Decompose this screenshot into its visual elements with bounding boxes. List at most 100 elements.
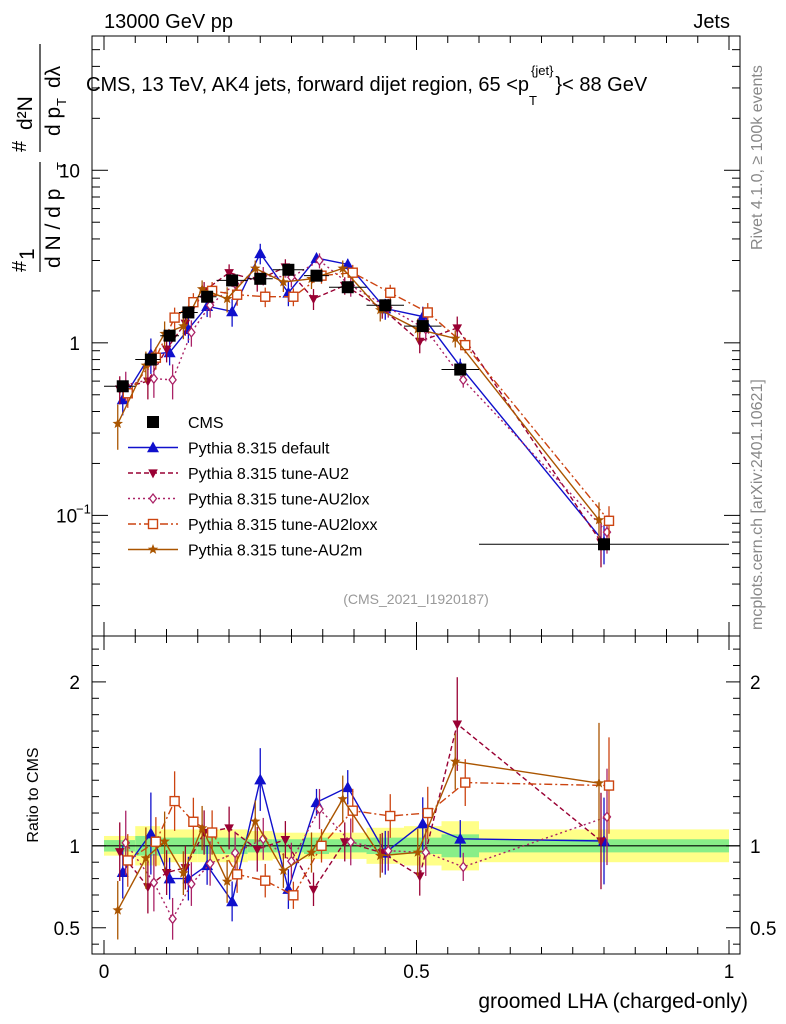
ratio-tick-label-right: 0.5 (750, 919, 776, 940)
cms-data-point (226, 274, 239, 287)
legend-entry-1-label: Pythia 8.315 default (188, 441, 330, 458)
pythia-8-315-tune-au2lox-ratio-point (458, 861, 468, 873)
svg-text:1: 1 (16, 248, 39, 260)
pythia-8-315-tune-au2m-point (178, 320, 189, 331)
pythia-8-315-tune-au2loxx-ratio-point (188, 816, 199, 827)
rivet-version-label: Rivet 4.1.0, ≥ 100k events (749, 65, 766, 250)
pythia-8-315-default-point (226, 305, 239, 317)
svg-text:d p: d p (42, 107, 65, 136)
pythia-8-315-tune-au2-point (308, 295, 319, 305)
pythia-8-315-tune-au2loxx-ratio-point (231, 869, 243, 880)
pythia-8-315-tune-au2m-ratio-point (306, 847, 317, 857)
pythia-8-315-default-ratio-point (144, 827, 157, 839)
svg-text:d N / d p: d N / d p (42, 189, 65, 268)
pythia-8-315-tune-au2lox-ratio-point (346, 836, 356, 848)
chart-legend: CMS Pythia 8.315 default Pythia 8.315 tune… (128, 415, 377, 560)
pythia-8-315-default-ratio-point (416, 817, 429, 829)
svg-text:T: T (54, 162, 69, 170)
legend-entry-0-label: CMS (188, 415, 224, 432)
pythia-8-315-tune-au2m-ratio-point (450, 756, 461, 766)
legend-entry-3-label: Pythia 8.315 tune-AU2lox (188, 492, 369, 509)
pythia-8-315-tune-au2loxx-point (260, 291, 271, 302)
pythia-8-315-tune-au2m-ratio-point (337, 793, 348, 804)
cms-data-point (201, 290, 214, 303)
pythia-8-315-tune-au2m-ratio-line (117, 760, 600, 911)
pythia-8-315-tune-au2m-point (196, 283, 208, 294)
pythia-8-315-tune-au2loxx-point (422, 307, 433, 318)
pythia-8-315-tune-au2m-ratio-point (196, 822, 208, 833)
y-tick-label-exponent: −1 (76, 501, 91, 516)
pythia-8-315-tune-au2loxx-point (460, 339, 471, 351)
pythia-8-315-tune-au2-point (224, 269, 234, 279)
pythia-8-315-tune-au2m-ratio-point (250, 815, 261, 826)
pythia-8-315-tune-au2lox-point (149, 373, 159, 385)
pythia-8-315-tune-au2loxx-ratio-point (288, 890, 299, 901)
pythia-8-315-tune-au2m-ratio-point (178, 867, 189, 878)
pythia-8-315-tune-au2m-ratio-point (593, 777, 605, 788)
y-tick-label: 10 (56, 506, 77, 527)
y-tick-label: 1 (69, 334, 80, 355)
ratio-tick-label-left: 0.5 (54, 919, 80, 940)
ratio-tick-label-left: 1 (69, 837, 80, 858)
mcplots-reference-label: mcplots.cern.ch [arXiv:2401.10621] (749, 379, 766, 630)
x-tick-label: 1 (724, 962, 735, 983)
pythia-8-315-tune-au2-point (452, 324, 463, 334)
legend-entry-2-label: Pythia 8.315 tune-AU2 (188, 466, 349, 483)
pythia-8-315-tune-au2loxx-point (288, 291, 299, 302)
pythia-8-315-tune-au2m-ratio-point (278, 865, 289, 875)
pythia-8-315-tune-au2m-ratio-point (412, 846, 423, 857)
legend-entry-1-marker (147, 441, 159, 453)
pythia-8-315-tune-au2loxx-ratio-point (169, 795, 180, 807)
pythia-8-315-tune-au2-ratio-point (452, 720, 463, 730)
cms-data-point (144, 353, 157, 366)
x-axis-label: groomed LHA (charged-only) (478, 990, 748, 1013)
legend-entry-4-label: Pythia 8.315 tune-AU2loxx (188, 517, 377, 534)
pythia-8-315-tune-au2m-point (250, 262, 261, 273)
analysis-id-label: (CMS_2021_I1920187) (343, 591, 489, 607)
legend-entry-2-marker (148, 469, 158, 479)
pythia-8-315-tune-au2lox-point (458, 374, 468, 386)
pythia-8-315-default-ratio-point (341, 781, 354, 793)
pythia-8-315-tune-au2loxx-point (603, 515, 615, 527)
pythia-8-315-tune-au2loxx-ratio-point (603, 780, 615, 791)
pythia-8-315-default-point (254, 247, 267, 259)
header-jets-label: Jets (693, 11, 730, 33)
pythia-8-315-tune-au2loxx-point (347, 267, 358, 278)
pythia-8-315-tune-au2-ratio-point (114, 848, 125, 858)
pythia-8-315-tune-au2lox-ratio-point (230, 847, 240, 859)
pythia-8-315-tune-au2lox-point (187, 326, 196, 338)
legend-entry-3-marker (148, 492, 158, 505)
cms-data-point (379, 299, 392, 312)
legend-entry-5-marker (147, 544, 159, 554)
pythia-8-315-tune-au2loxx-ratio-point (260, 875, 271, 886)
cms-data-point (310, 269, 323, 282)
pythia-8-315-tune-au2loxx-ratio-point (385, 810, 396, 822)
x-tick-label: 0.5 (403, 962, 429, 983)
pythia-8-315-tune-au2loxx-ratio-point (316, 840, 327, 852)
pythia-8-315-tune-au2-ratio-point (224, 824, 234, 834)
pythia-8-315-tune-au2lox-ratio-point (149, 877, 159, 889)
ratio-plot-series (112, 677, 615, 940)
pythia-8-315-tune-au2lox-ratio-point (187, 878, 196, 890)
ratio-tick-label-right: 1 (750, 837, 761, 858)
svg-text:#: # (9, 260, 31, 272)
pythia-8-315-tune-au2loxx-point (385, 287, 396, 298)
pythia-8-315-tune-au2m-ratio-point (112, 904, 123, 915)
pythia-8-315-tune-au2m-ratio-point (221, 875, 233, 886)
cms-data-point (282, 263, 295, 276)
cms-data-point (254, 272, 267, 285)
pythia-8-315-default-ratio-point (254, 773, 267, 785)
pythia-8-315-tune-au2m-ratio-point (140, 852, 152, 863)
pythia-8-315-tune-au2loxx-ratio-point (422, 807, 433, 819)
cms-data-point (454, 363, 467, 376)
legend-entry-4-marker (147, 518, 159, 530)
y-axis-label: # 1 d N / d p T # d²N d p T dλ (9, 44, 69, 272)
plot-title: CMS, 13 TeV, AK4 jets, forward dijet reg… (86, 63, 648, 108)
pythia-8-315-default-point (341, 258, 354, 270)
pythia-8-315-tune-au2-line (119, 266, 602, 543)
cms-data-point (182, 306, 195, 319)
pythia-8-315-tune-au2lox-point (168, 374, 177, 386)
